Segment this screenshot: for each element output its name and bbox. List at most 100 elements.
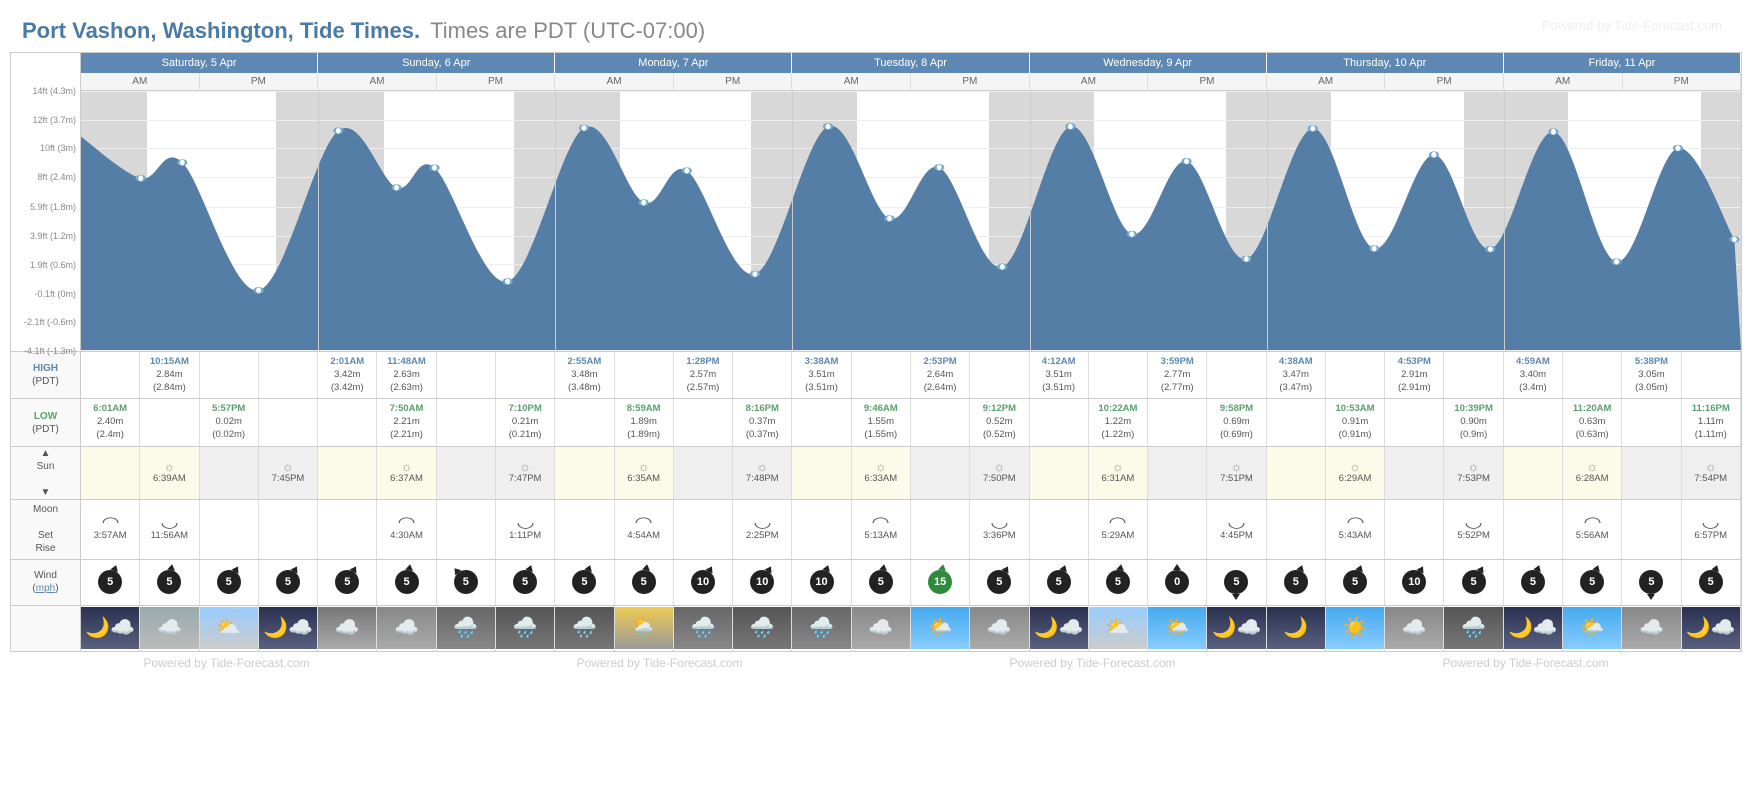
data-cell: ☁️ <box>318 606 377 651</box>
weather-tile: ☁️ <box>318 607 376 649</box>
data-cell <box>1622 500 1681 559</box>
weather-tile: 🌦️ <box>615 607 673 649</box>
data-cell: 10 <box>1385 560 1444 605</box>
sunrise-icon: ☼ <box>1112 460 1124 473</box>
data-cell: 7:50AM2.21m(2.21m) <box>377 399 436 445</box>
data-cell <box>1444 352 1503 398</box>
wind-badge: 5 <box>217 570 241 594</box>
data-cell <box>911 447 970 499</box>
moonset-icon: ◠ <box>1109 515 1127 530</box>
data-cell: 10 <box>674 560 733 605</box>
data-cell: 10:15AM2.84m(2.84m) <box>140 352 199 398</box>
data-cell: ◡5:52PM <box>1444 500 1503 559</box>
wind-badge: 5 <box>98 570 122 594</box>
wind-badge: 5 <box>276 570 300 594</box>
data-cell <box>1504 399 1563 445</box>
sunrise-icon: ☼ <box>163 460 175 473</box>
data-cell: ◠4:30AM <box>377 500 436 559</box>
data-cell: ☁️ <box>1622 606 1681 651</box>
high-label: HIGH <box>33 362 58 375</box>
data-cell <box>1089 352 1148 398</box>
moonrise-icon: ◡ <box>516 515 534 530</box>
ampm-header: AM <box>318 73 437 91</box>
ampm-header: AM <box>81 73 200 91</box>
data-cell <box>674 447 733 499</box>
data-cell: 7:10PM0.21m(0.21m) <box>496 399 555 445</box>
data-cell: ☼6:31AM <box>1089 447 1148 499</box>
sunset-icon: ☼ <box>1705 460 1717 473</box>
day-header: Saturday, 5 Apr <box>81 53 318 73</box>
footer-watermark: Powered by Tide-Forecast.comPowered by T… <box>10 652 1742 674</box>
weather-tile: ☁️ <box>1385 607 1443 649</box>
data-cell <box>1563 352 1622 398</box>
data-cell: 9:46AM1.55m(1.55m) <box>852 399 911 445</box>
weather-tile: ☁️ <box>970 607 1028 649</box>
low-label: LOW <box>34 410 57 423</box>
data-cell: ☼7:50PM <box>970 447 1029 499</box>
data-cell <box>200 352 259 398</box>
wind-unit-link[interactable]: mph <box>36 583 55 594</box>
data-cell: ☁️ <box>377 606 436 651</box>
data-cell <box>259 352 318 398</box>
data-cell <box>674 399 733 445</box>
data-cell: 1:28PM2.57m(2.57m) <box>674 352 733 398</box>
data-cell: ☁️ <box>1385 606 1444 651</box>
ampm-header: PM <box>1148 73 1267 91</box>
weather-tile: 🌧️ <box>674 607 732 649</box>
sunset-icon: ☼ <box>1468 460 1480 473</box>
weather-tile: 🌙 <box>1267 607 1325 649</box>
data-cell <box>496 352 555 398</box>
data-cell: ◡1:11PM <box>496 500 555 559</box>
data-cell: ☼6:35AM <box>615 447 674 499</box>
data-cell: ☼7:53PM <box>1444 447 1503 499</box>
tide-chart-frame: Saturday, 5 AprSunday, 6 AprMonday, 7 Ap… <box>10 52 1742 652</box>
data-cell: ⛅ <box>1089 606 1148 651</box>
data-cell <box>792 447 851 499</box>
y-tick-label: 8ft (2.4m) <box>37 172 76 182</box>
data-cell: ☼7:51PM <box>1207 447 1266 499</box>
data-cell <box>318 500 377 559</box>
data-cell: 5 <box>1504 560 1563 605</box>
sunset-icon: ☼ <box>519 460 531 473</box>
wind-badge: 5 <box>1047 570 1071 594</box>
data-cell <box>733 352 792 398</box>
data-cell <box>1267 399 1326 445</box>
data-cell <box>1207 352 1266 398</box>
data-cell: 11:48AM2.63m(2.63m) <box>377 352 436 398</box>
ampm-header: PM <box>674 73 793 91</box>
data-cell: 5:38PM3.05m(3.05m) <box>1622 352 1681 398</box>
data-cell: 🌙☁️ <box>81 606 140 651</box>
data-cell: 🌙☁️ <box>1207 606 1266 651</box>
data-cell: 10 <box>792 560 851 605</box>
data-cell <box>911 399 970 445</box>
ampm-header: AM <box>792 73 911 91</box>
wind-badge: 5 <box>335 570 359 594</box>
data-cell <box>1030 399 1089 445</box>
wind-badge: 5 <box>1343 570 1367 594</box>
data-cell: 5 <box>1563 560 1622 605</box>
data-cell <box>81 447 140 499</box>
data-cell: 🌙☁️ <box>1682 606 1741 651</box>
weather-tile: 🌙☁️ <box>1682 607 1740 649</box>
data-cell: 5 <box>81 560 140 605</box>
data-cell: 10 <box>733 560 792 605</box>
data-cell: 6:01AM2.40m(2.4m) <box>81 399 140 445</box>
data-cell: 🌙☁️ <box>1504 606 1563 651</box>
y-tick-label: 5.9ft (1.8m) <box>30 202 76 212</box>
wind-label: Wind <box>34 569 57 582</box>
data-cell: 🌦️ <box>615 606 674 651</box>
data-cell <box>437 352 496 398</box>
data-cell <box>792 500 851 559</box>
data-cell: 🌧️ <box>437 606 496 651</box>
data-cell: ⛅ <box>200 606 259 651</box>
data-cell: 10:22AM1.22m(1.22m) <box>1089 399 1148 445</box>
data-cell <box>1326 352 1385 398</box>
data-cell: 4:38AM3.47m(3.47m) <box>1267 352 1326 398</box>
weather-tile: 🌧️ <box>555 607 613 649</box>
moonrise-icon: ◡ <box>990 515 1008 530</box>
sunset-icon: ☼ <box>756 460 768 473</box>
tide-plot <box>81 91 1741 351</box>
ampm-header: PM <box>1623 73 1742 91</box>
weather-tile: 🌧️ <box>1444 607 1502 649</box>
data-cell: 5 <box>555 560 614 605</box>
